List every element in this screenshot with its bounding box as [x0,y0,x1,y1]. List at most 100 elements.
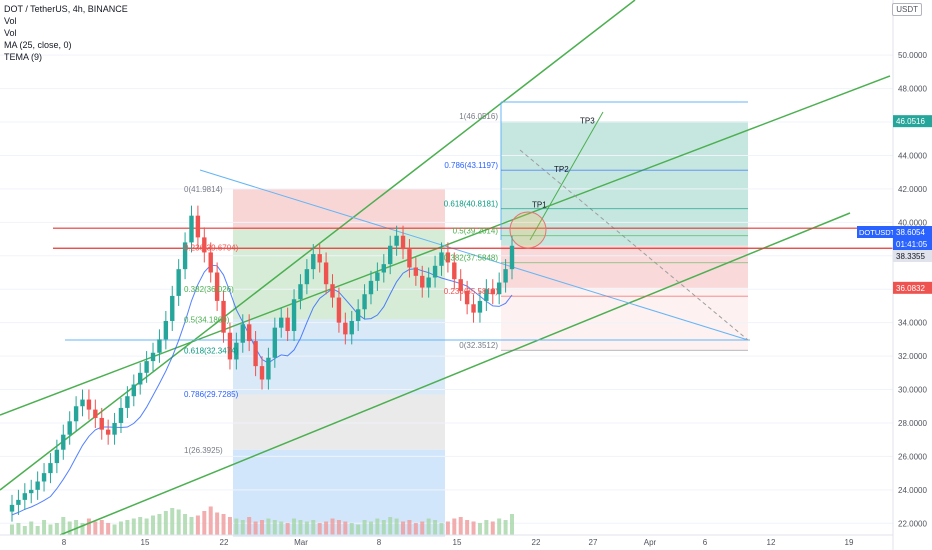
volume-bar [388,517,393,535]
volume-bar [54,523,59,535]
candle-body [452,262,457,280]
x-tick-label: Apr [644,538,657,547]
candle-body [317,254,322,263]
candle-body [246,324,252,342]
volume-bar [490,521,495,535]
y-tick-label: 48.0000 [898,85,927,94]
candle-body [41,473,47,482]
candle-body [368,280,374,295]
volume-bar [260,520,264,535]
volume-bar [272,520,277,535]
candle-body [279,317,284,328]
volume-bar [183,514,188,535]
zone-grey [233,394,445,450]
volume-bar [471,521,476,535]
candle-body [420,275,425,288]
volume-bars [10,506,514,535]
volume-bar [330,518,335,535]
volume-bar [368,521,373,535]
volume-bar [157,514,162,535]
candle-body [105,429,111,435]
candle-body [253,341,258,367]
y-tick-label: 26.0000 [898,452,927,461]
volume-bar [452,518,457,535]
candle-body [22,493,28,500]
volume-indicator-1[interactable]: Vol [4,16,17,26]
fib-left-label: 1(26.3925) [184,446,223,455]
candle-body [86,399,92,410]
candle-body [73,406,79,422]
volume-bar [35,526,40,535]
volume-bar [170,508,175,535]
long-stop-zone [501,245,748,288]
candle-body [362,294,367,310]
candle-body [259,366,265,380]
candle-body [272,327,278,358]
tema-indicator[interactable]: TEMA (9) [4,52,43,62]
y-tick-label: 42.0000 [898,185,927,194]
fib-left-label: 0.618(32.3474) [184,346,239,355]
volume-bar [465,520,470,535]
x-tick-label: 12 [767,538,776,547]
symbol-title[interactable]: DOT / TetherUS, 4h, BINANCE [4,4,128,14]
volume-bar [221,514,226,535]
volume-bar [439,523,444,535]
x-tick-label: 27 [589,538,598,547]
volume-bar [189,517,194,535]
chart-legend: DOT / TetherUS, 4h, BINANCE Vol Vol MA (… [4,3,128,63]
volume-bar [163,511,168,535]
volume-bar [477,523,482,535]
candle-body [163,320,169,340]
volume-bar [138,517,143,535]
candle-body [439,252,444,266]
candle-body [291,299,297,332]
price-tags: 46.0516 DOTUSDT 38.6054 01:41:05 38.3355 36.0… [857,115,932,294]
fib-right-label: 0.5(39.2014) [453,227,499,236]
candle-body [189,215,194,243]
volume-bar [112,524,117,535]
volume-bar [144,518,149,535]
volume-bar [484,520,489,535]
volume-bar [381,520,386,535]
candle-body [432,265,438,278]
y-tick-label: 22.0000 [898,519,927,528]
x-tick-label: 15 [453,538,462,547]
volume-bar [74,520,79,535]
volume-bar [208,506,213,535]
volume-bar [311,520,316,535]
volume-bar [176,509,181,535]
symbol-badge: DOTUSDT [859,228,896,237]
target-label: TP1 [532,200,547,209]
volume-bar [227,517,232,535]
fib-zones [233,121,748,537]
candle-body [9,504,15,512]
volume-bar [394,518,399,535]
currency-button[interactable]: USDT [892,3,922,16]
volume-bar [22,526,27,535]
volume-bar [48,524,53,535]
volume-bar [324,521,329,535]
volume-bar [356,524,361,535]
fib-right-label: 0(32.3512) [459,341,498,350]
volume-bar [420,521,425,535]
candle-body [388,245,393,265]
y-tick-label: 30.0000 [898,386,927,395]
volume-bar [118,521,123,535]
uptrend-channel-upper [0,0,636,491]
volume-bar [433,520,438,535]
price-tag-stop: 36.0832 [896,284,925,293]
volume-indicator-2[interactable]: Vol [4,28,17,38]
candle-body [234,342,239,360]
volume-bar [266,518,271,535]
candle-body [99,417,104,430]
volume-bar [67,521,72,535]
volume-bar [503,520,508,535]
ma-indicator[interactable]: MA (25, close, 0) [4,40,72,50]
candle-body [35,481,40,490]
volume-bar [285,523,290,535]
candle-body [509,245,515,270]
candle-body [375,272,380,281]
volume-bar [10,524,14,535]
